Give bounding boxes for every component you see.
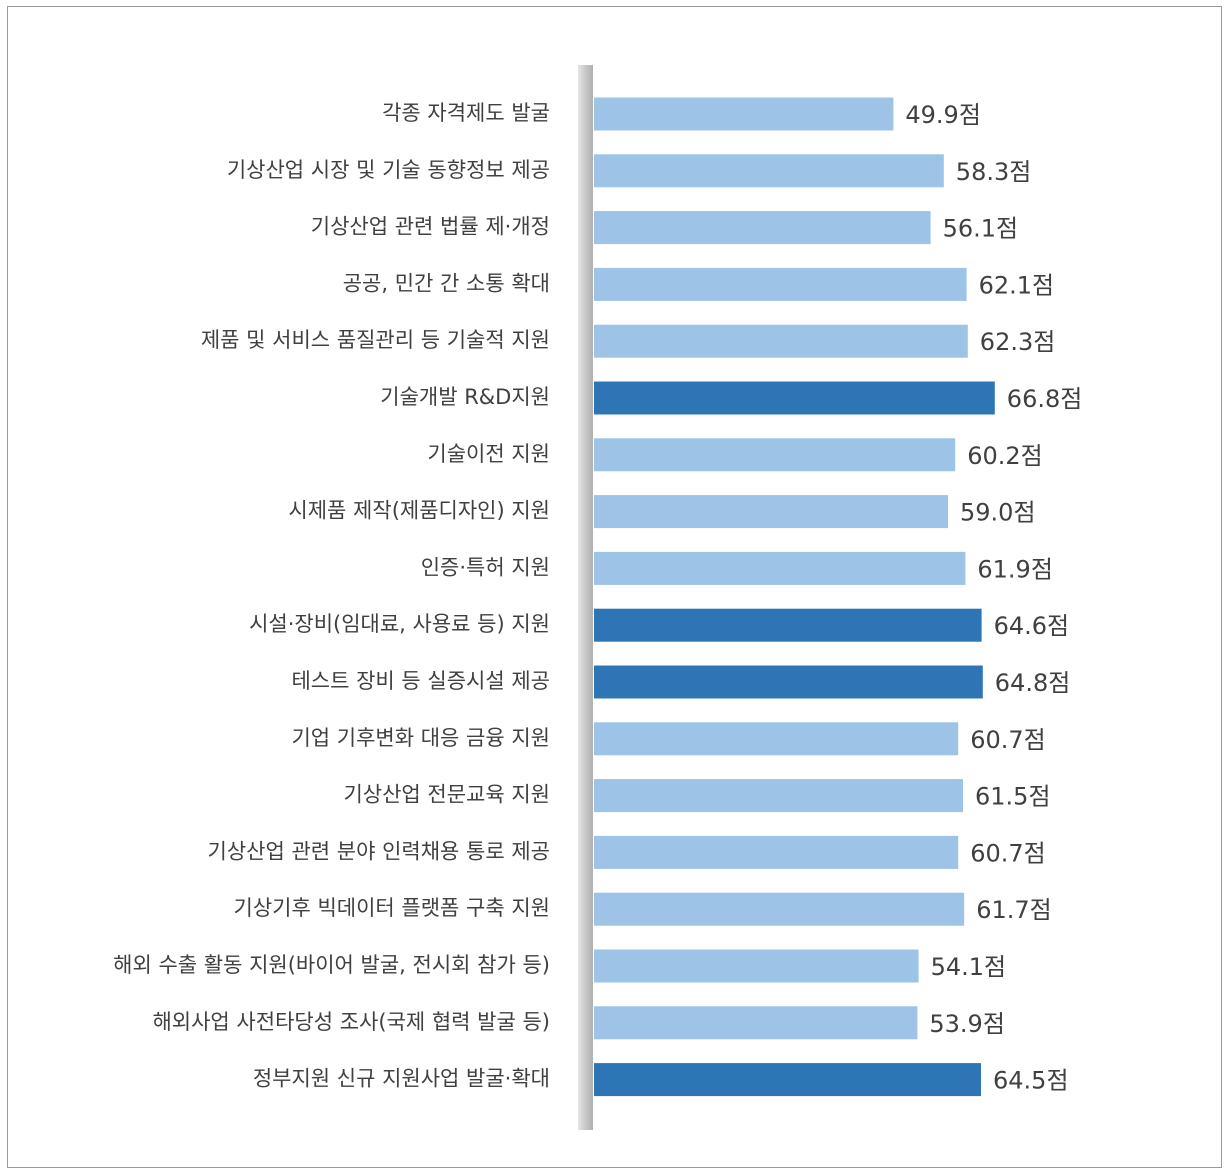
- category-label: 해외 수출 활동 지원(바이어 발굴, 전시회 참가 등): [113, 953, 550, 977]
- value-label: 62.3점: [980, 328, 1056, 356]
- bar: [594, 97, 894, 131]
- bar: [594, 495, 948, 529]
- bar: [594, 1063, 981, 1097]
- bar: [594, 267, 967, 301]
- value-label: 60.7점: [970, 726, 1046, 754]
- category-label: 기상산업 전문교육 지원: [343, 783, 550, 807]
- bar: [594, 324, 968, 358]
- category-label: 공공, 민간 간 소통 확대: [343, 271, 550, 295]
- category-label: 해외사업 사전타당성 조사(국제 협력 발굴 등): [152, 1010, 550, 1034]
- bar: [594, 949, 919, 983]
- value-label: 53.9점: [929, 1010, 1005, 1038]
- bar: [594, 892, 965, 926]
- bar: [594, 608, 982, 642]
- category-label: 제품 및 서비스 품질관리 등 기술적 지원: [201, 328, 550, 352]
- bar: [594, 665, 983, 699]
- category-label: 각종 자격제도 발굴: [382, 101, 550, 125]
- category-label: 기술개발 R&D지원: [380, 385, 550, 409]
- value-label: 54.1점: [931, 953, 1007, 981]
- value-label: 64.6점: [994, 612, 1070, 640]
- category-label: 기상산업 시장 및 기술 동향정보 제공: [227, 158, 550, 182]
- value-label: 49.9점: [905, 101, 981, 129]
- value-label: 60.7점: [970, 839, 1046, 867]
- value-label: 64.5점: [993, 1067, 1069, 1095]
- bar: [594, 381, 995, 415]
- axis: [578, 65, 593, 1130]
- category-label: 기술이전 지원: [427, 442, 550, 466]
- bar: [594, 211, 931, 245]
- value-label: 62.1점: [979, 271, 1055, 299]
- bar: [594, 779, 963, 813]
- bar: [594, 1006, 918, 1040]
- value-label: 61.7점: [976, 896, 1052, 924]
- category-label: 시설·장비(임대료, 사용료 등) 지원: [249, 612, 550, 636]
- bar: [594, 154, 944, 188]
- bar: [594, 438, 956, 472]
- category-label: 기상기후 빅데이터 플랫폼 구축 지원: [234, 896, 551, 920]
- value-label: 66.8점: [1007, 385, 1083, 413]
- value-label: 64.8점: [995, 669, 1071, 697]
- value-label: 58.3점: [956, 158, 1032, 186]
- category-label: 기업 기후변화 대응 금융 지원: [291, 726, 550, 750]
- category-label: 시제품 제작(제품디자인) 지원: [288, 499, 550, 523]
- category-label: 테스트 장비 등 실증시설 제공: [291, 669, 550, 693]
- value-label: 59.0점: [960, 499, 1036, 527]
- bar: [594, 551, 966, 585]
- bar: [594, 835, 959, 869]
- category-label: 기상산업 관련 법률 제·개정: [311, 215, 550, 239]
- value-label: 56.1점: [943, 215, 1019, 243]
- value-label: 61.5점: [975, 783, 1051, 811]
- bar: [594, 722, 959, 756]
- category-label: 인증·특허 지원: [421, 555, 550, 579]
- value-label: 61.9점: [977, 555, 1053, 583]
- category-label: 정부지원 신규 지원사업 발굴·확대: [253, 1067, 550, 1091]
- value-label: 60.2점: [967, 442, 1043, 470]
- category-label: 기상산업 관련 분야 인력채용 통로 제공: [208, 839, 551, 863]
